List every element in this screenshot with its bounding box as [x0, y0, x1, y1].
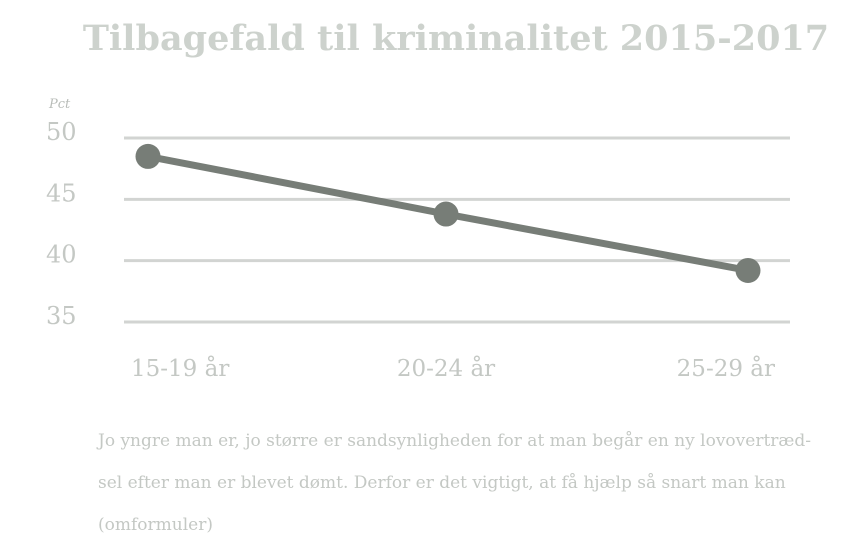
y-tick-label-40: 40: [46, 241, 77, 269]
series-layer: [135, 143, 761, 283]
y-axis-unit-label: Pct: [48, 97, 71, 112]
gridlines: [124, 136, 790, 324]
x-axis-tick-labels: 15-19 år 20-24 år 25-29 år: [131, 355, 775, 382]
caption-line-2: sel efter man er blevet dømt. Derfor er …: [98, 473, 786, 493]
data-point-2: [433, 201, 459, 227]
x-tick-label-2: 20-24 år: [397, 355, 495, 382]
y-axis-tick-labels: 50 45 40 35: [46, 118, 77, 330]
data-point-3: [735, 257, 761, 283]
caption-line-3: (omformuler): [98, 515, 213, 535]
y-tick-label-45: 45: [46, 179, 77, 207]
chart-title: Tilbagefald til kriminalitet 2015-2017: [83, 18, 829, 59]
caption-line-1: Jo yngre man er, jo større er sandsynlig…: [98, 431, 812, 451]
data-point-1: [135, 143, 161, 169]
y-tick-label-35: 35: [46, 302, 77, 330]
y-tick-label-50: 50: [46, 118, 77, 146]
x-tick-label-3: 25-29 år: [677, 355, 775, 382]
line-chart: Tilbagefald til kriminalitet 2015-2017 P…: [46, 18, 829, 382]
chart-caption: Jo yngre man er, jo større er sandsynlig…: [98, 420, 828, 546]
x-tick-label-1: 15-19 år: [131, 355, 229, 382]
